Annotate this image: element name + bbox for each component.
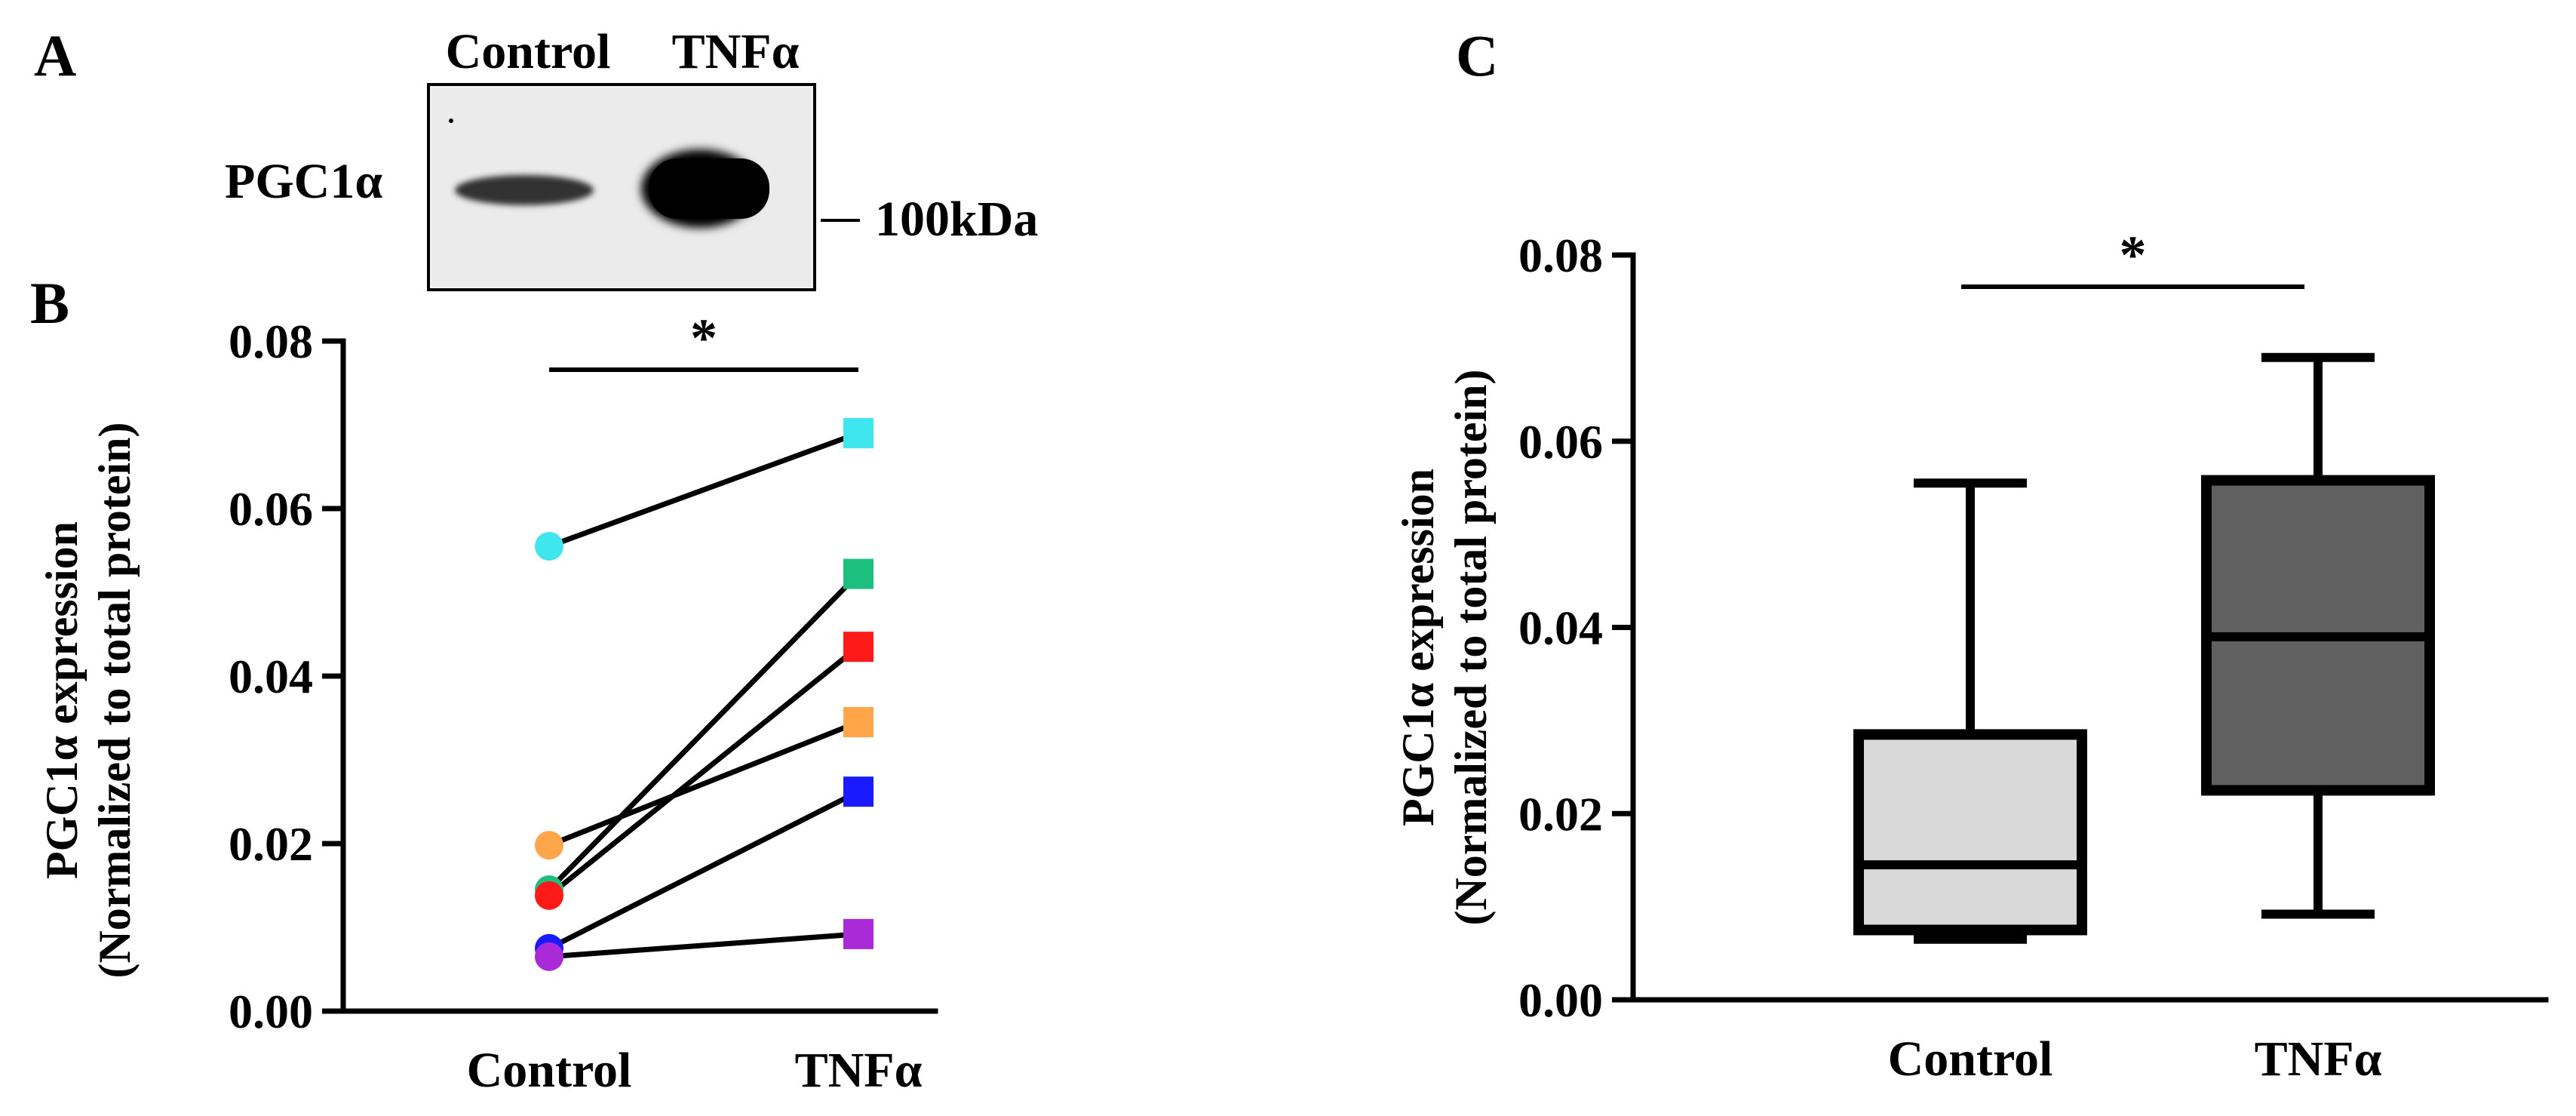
panel-b-x-tick-labels: Control TNFα xyxy=(467,1043,923,1098)
panel-c-letter: C xyxy=(1456,23,1498,88)
panel-c-boxes xyxy=(1853,352,2435,944)
blot-band-tnf-core xyxy=(649,158,769,219)
panel-b-ylabel-line1: PGC1α expression xyxy=(37,521,87,879)
panel-a-letter: A xyxy=(34,23,76,88)
point-tnf-blue xyxy=(843,776,874,807)
significance-star: * xyxy=(2120,225,2147,285)
panel-b-y-axis-label: PGC1α expression (Normalized to total pr… xyxy=(37,422,140,978)
panel-b-y-ticks: 0.00 0.02 0.04 0.06 0.08 xyxy=(229,315,343,1038)
panel-c-y-axis-label: PGC1α expression (Normalized to total pr… xyxy=(1393,369,1496,925)
blot-band-control xyxy=(455,175,594,205)
y-tick-label: 0.02 xyxy=(1518,787,1603,841)
point-tnf-orange xyxy=(843,707,874,738)
panel-c-ylabel-line2: (Normalized to total protein) xyxy=(1446,369,1496,925)
panel-b-letter: B xyxy=(30,270,69,336)
y-tick-label: 0.06 xyxy=(1518,415,1603,469)
pair-line-red xyxy=(547,644,861,898)
x-tick-label-control: Control xyxy=(467,1043,632,1098)
lane-label-tnf: TNFα xyxy=(672,24,800,79)
pair-line-green xyxy=(547,572,861,892)
point-control-cyan xyxy=(535,531,563,561)
pair-line-purple xyxy=(548,931,859,960)
y-tick-label: 0.08 xyxy=(229,315,313,368)
significance-star: * xyxy=(690,308,717,368)
panel-b: B PGC1α expression (Normalized to total … xyxy=(30,270,938,1098)
y-tick-label: 0.02 xyxy=(229,817,313,871)
panel-c-significance: * xyxy=(1961,225,2304,289)
panel-b-points xyxy=(535,418,874,971)
marker-label: 100kDa xyxy=(875,192,1038,247)
point-control-purple xyxy=(535,942,563,971)
protein-label: PGC1α xyxy=(225,154,382,209)
point-tnf-purple xyxy=(843,918,874,949)
point-tnf-cyan xyxy=(843,418,874,449)
lane-label-control: Control xyxy=(446,24,611,79)
pair-line-blue xyxy=(548,789,860,951)
point-control-orange xyxy=(535,831,563,860)
panel-b-pair-lines xyxy=(547,430,861,960)
y-tick-label: 0.08 xyxy=(1518,229,1603,282)
panel-b-significance: * xyxy=(549,308,858,372)
panel-c: C PGC1α expression (Normalized to total … xyxy=(1393,23,2549,1087)
panel-b-ylabel-line2: (Normalized to total protein) xyxy=(90,422,140,978)
panel-c-y-ticks: 0.00 0.02 0.04 0.06 0.08 xyxy=(1518,229,1633,1027)
y-tick-label: 0.04 xyxy=(229,650,313,703)
panel-c-ylabel-line1: PGC1α expression xyxy=(1393,469,1443,826)
point-tnf-green xyxy=(843,558,874,589)
x-tick-label-control: Control xyxy=(1888,1031,2053,1087)
point-tnf-red xyxy=(843,632,874,663)
x-tick-label-tnf: TNFα xyxy=(795,1043,923,1098)
pair-line-cyan xyxy=(548,430,860,549)
point-control-red xyxy=(535,881,563,910)
x-tick-label-tnf: TNFα xyxy=(2255,1031,2382,1087)
blot-speck xyxy=(449,118,453,123)
y-tick-label: 0.00 xyxy=(1518,973,1603,1027)
box-control xyxy=(1853,729,2087,936)
y-tick-label: 0.06 xyxy=(229,482,313,536)
y-tick-label: 0.04 xyxy=(1518,601,1603,655)
pair-line-orange xyxy=(548,719,860,848)
panel-c-x-tick-labels: Control TNFα xyxy=(1888,1031,2382,1087)
y-tick-label: 0.00 xyxy=(229,985,313,1038)
panel-a: A Control TNFα PGC1α 100kDa xyxy=(34,23,1038,291)
